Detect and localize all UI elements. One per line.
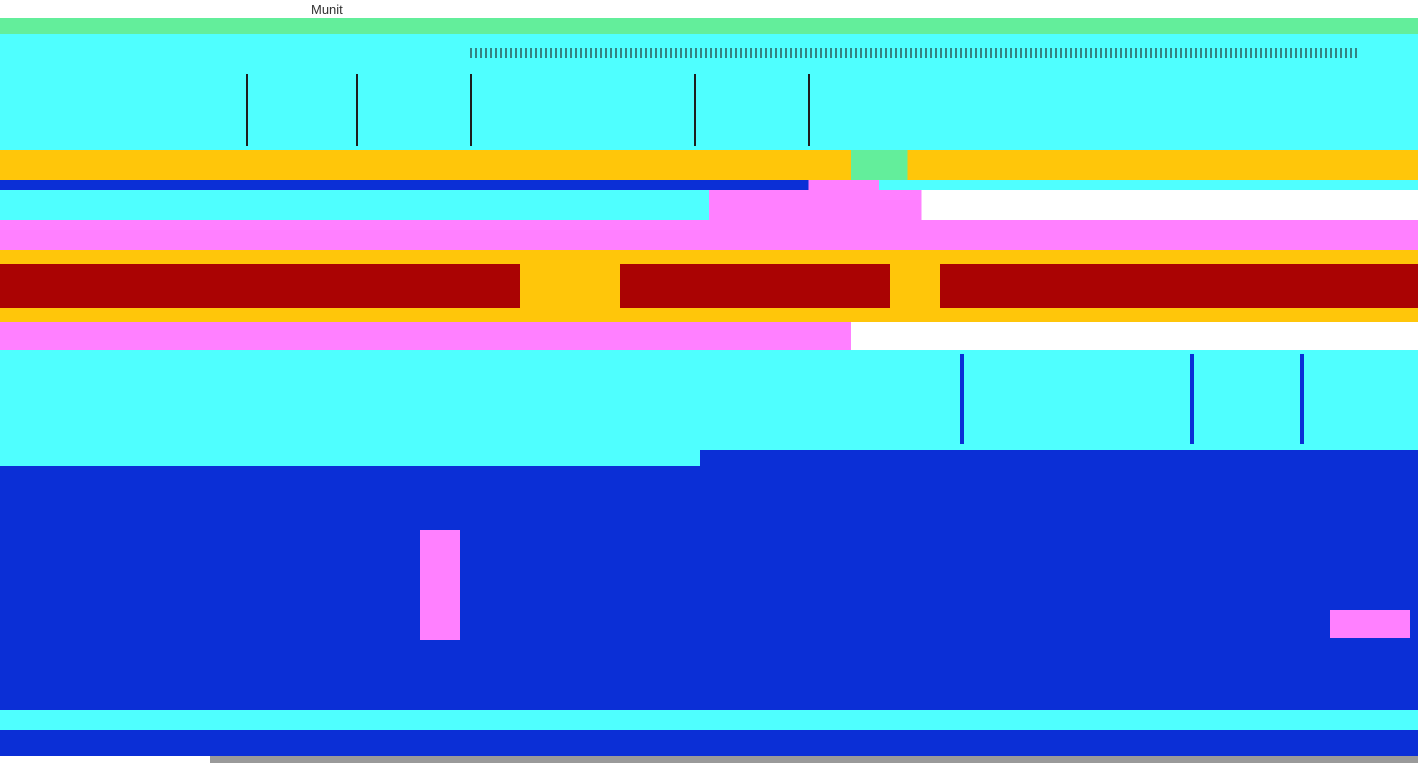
divider-row	[0, 322, 1418, 350]
middle-region	[0, 350, 1418, 450]
tab-row	[0, 180, 1418, 190]
marker-row	[0, 220, 1418, 250]
title-bar: Munit	[0, 0, 1418, 18]
toolbar-row	[0, 150, 1418, 180]
status-band	[0, 730, 1418, 756]
bottom-band	[0, 710, 1418, 730]
red-track	[0, 250, 1418, 322]
ruler-row	[0, 190, 1418, 220]
scrollbar-thumb[interactable]	[210, 756, 1418, 763]
app-title: Munit	[311, 2, 343, 17]
header-text-strip	[470, 48, 1360, 58]
lower-region	[0, 450, 1418, 710]
title-underline	[0, 18, 1418, 34]
header-region	[0, 34, 1418, 150]
horizontal-scrollbar[interactable]	[0, 756, 1418, 763]
